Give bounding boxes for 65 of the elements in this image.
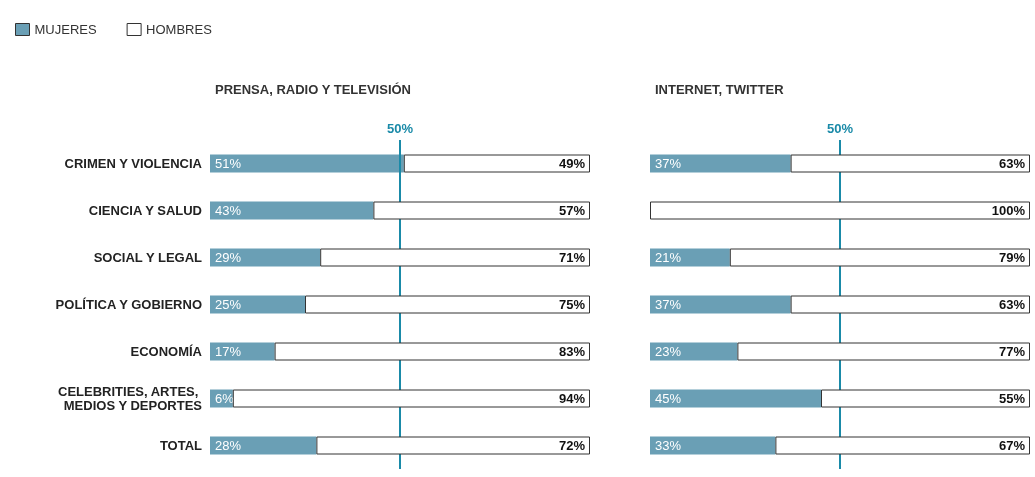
y-tick-label: POLÍTICA Y GOBIERNO (55, 297, 202, 312)
bar (316, 436, 590, 455)
bar (650, 295, 791, 314)
data-label: 100% (991, 203, 1026, 218)
legend-label: HOMBRES (146, 22, 213, 37)
bar (650, 201, 1030, 220)
data-label: 17% (215, 344, 242, 359)
bar (210, 201, 374, 220)
bar (305, 295, 590, 314)
bar (729, 248, 1030, 267)
data-label: 37% (655, 156, 682, 171)
bar (210, 154, 404, 173)
data-label: 37% (655, 297, 682, 312)
y-tick-label: SOCIAL Y LEGAL (93, 250, 203, 265)
y-tick-label: TOTAL (159, 438, 203, 453)
data-label: 57% (558, 203, 586, 218)
bar (650, 389, 821, 408)
data-label: 45% (655, 391, 682, 406)
bar (790, 295, 1030, 314)
data-label: 63% (998, 297, 1026, 312)
y-tick-label: ECONOMÍA (130, 344, 203, 359)
bar (232, 389, 590, 408)
bar (210, 436, 317, 455)
data-label: 63% (998, 156, 1026, 171)
bar (650, 154, 791, 173)
bar (403, 154, 590, 173)
bar (790, 154, 1030, 173)
data-label: 43% (215, 203, 242, 218)
bar (775, 436, 1030, 455)
y-tick-label: CIENCIA Y SALUD (88, 203, 202, 218)
data-label: 75% (558, 297, 586, 312)
data-label: 72% (558, 438, 586, 453)
bar (320, 248, 590, 267)
ref-line-label: 50% (386, 121, 414, 136)
data-label: 33% (655, 438, 682, 453)
y-tick-label: CELEBRITIES, ARTES, MEDIOS Y DEPORTES (58, 384, 203, 413)
chart-title: INTERNET, TWITTER (655, 82, 785, 97)
data-label: 83% (558, 344, 586, 359)
data-label: 94% (558, 391, 586, 406)
data-label: 28% (215, 438, 242, 453)
bar (210, 295, 305, 314)
bar (210, 248, 321, 267)
data-label: 77% (998, 344, 1026, 359)
bar (650, 436, 776, 455)
bar (650, 342, 738, 361)
data-label: 49% (558, 156, 586, 171)
data-label: 6% (215, 391, 235, 406)
data-label: 25% (215, 297, 242, 312)
data-label: 67% (998, 438, 1026, 453)
bar (373, 201, 590, 220)
data-label: 21% (655, 250, 682, 265)
bar (737, 342, 1030, 361)
data-label: 23% (655, 344, 682, 359)
y-tick-label: CRIMEN Y VIOLENCIA (64, 156, 203, 171)
data-label: 79% (998, 250, 1026, 265)
bar (274, 342, 590, 361)
bar (821, 389, 1030, 408)
data-label: 29% (215, 250, 242, 265)
chart-title: PRENSA, RADIO Y TELEVISIÓN (215, 82, 412, 97)
data-label: 51% (215, 156, 242, 171)
bar (650, 248, 730, 267)
legend-label: MUJERES (34, 22, 97, 37)
data-label: 55% (998, 391, 1026, 406)
ref-line-label: 50% (826, 121, 854, 136)
data-label: 71% (558, 250, 586, 265)
